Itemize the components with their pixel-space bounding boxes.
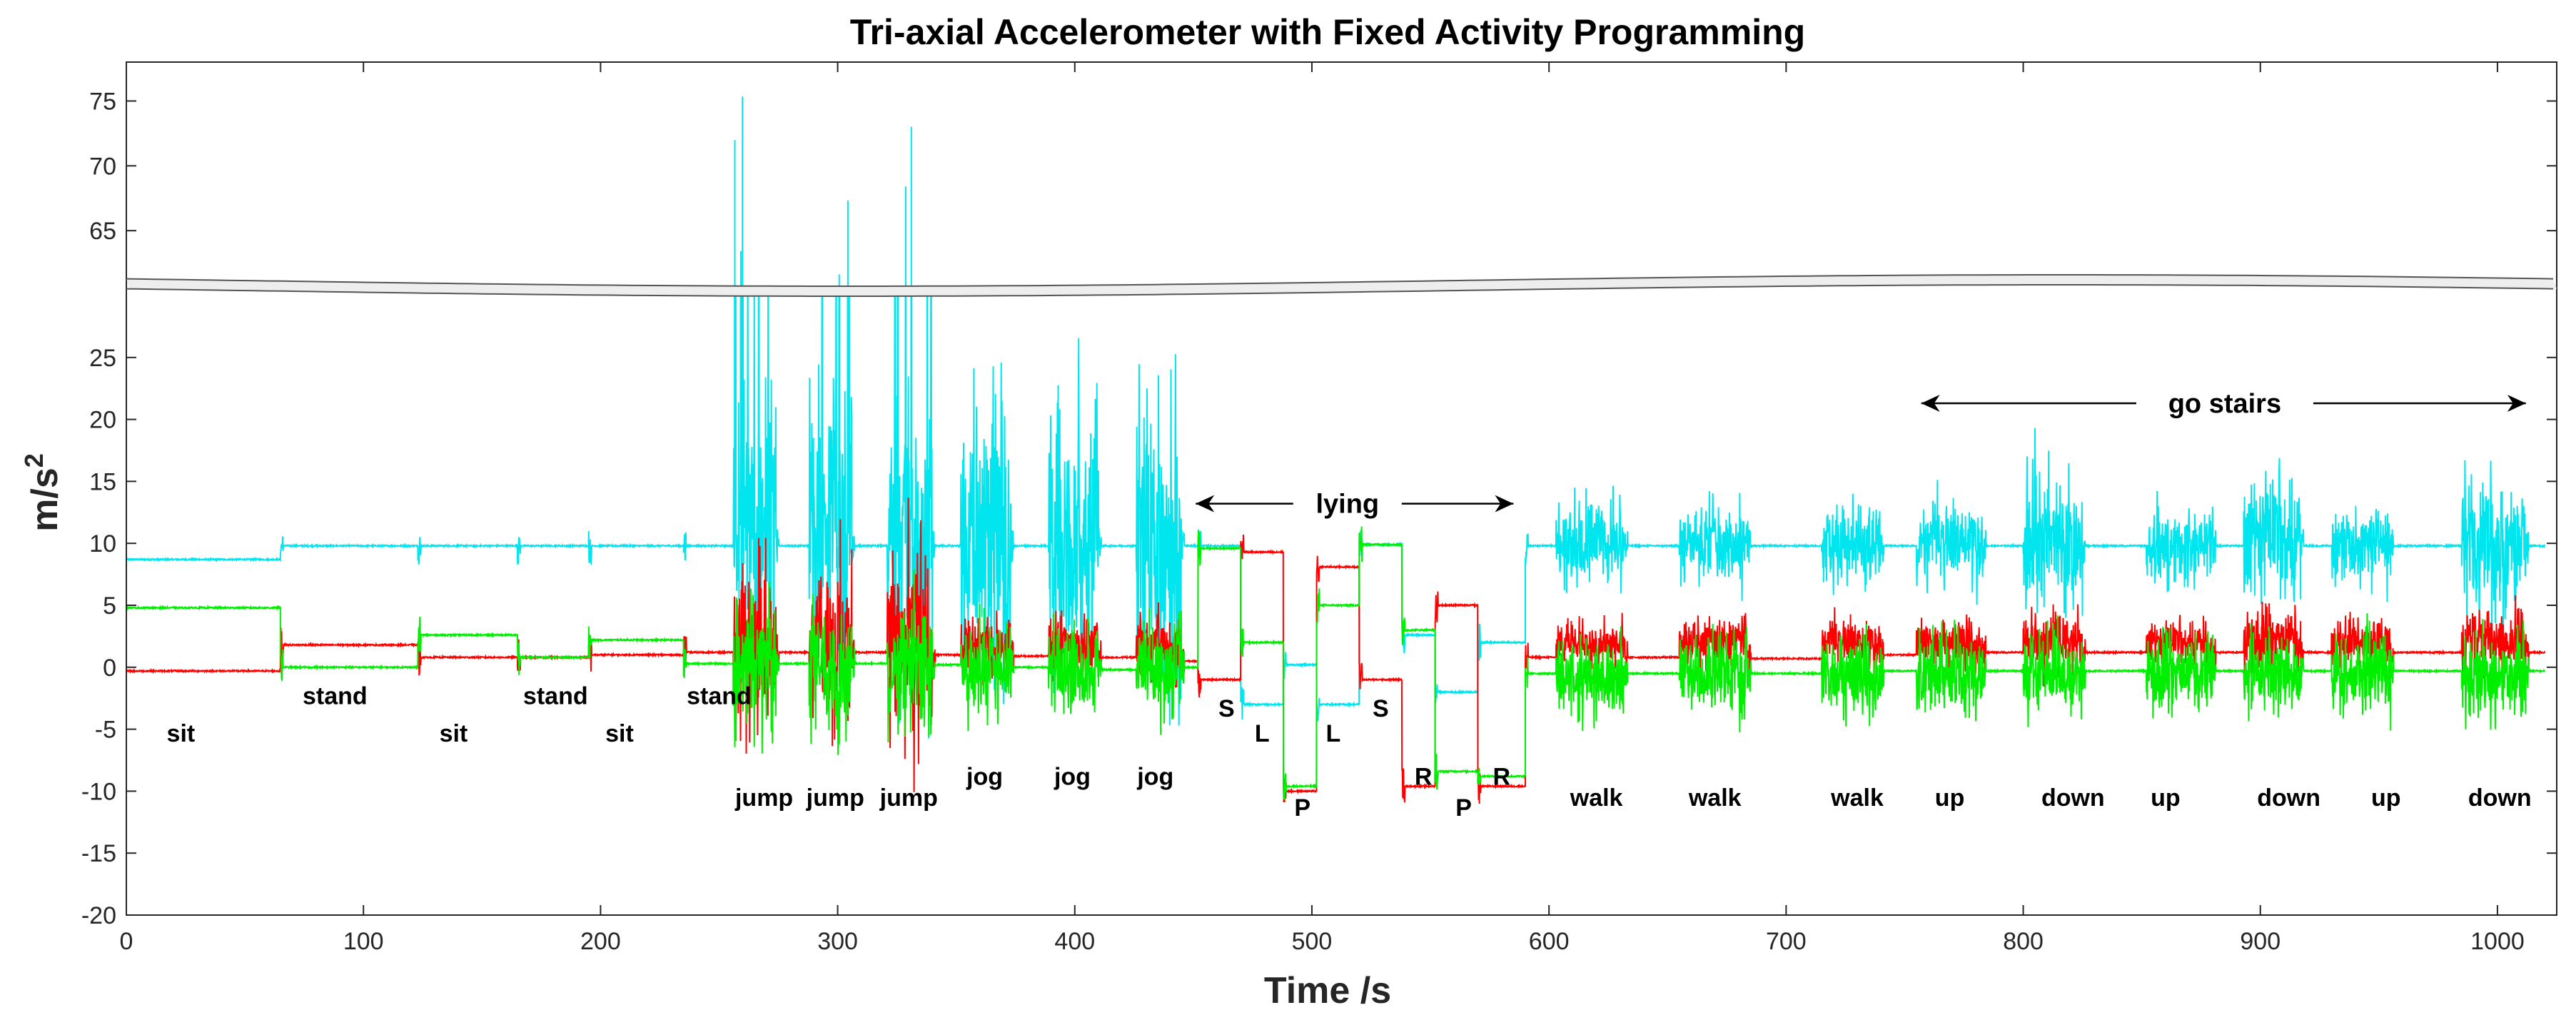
y-tick-label-upper: 70: [89, 153, 116, 180]
activity-label: walk: [1688, 784, 1742, 812]
y-axis-label-exponent: 2: [19, 453, 49, 468]
x-tick-label: 600: [1529, 928, 1570, 955]
x-tick-label: 500: [1292, 928, 1333, 955]
x-tick-label: 200: [580, 928, 621, 955]
activity-label: jog: [966, 764, 1003, 791]
y-tick-label: 10: [89, 530, 116, 557]
activity-label: L: [1255, 720, 1270, 747]
activity-label: jump: [806, 784, 864, 812]
activity-label: S: [1373, 695, 1389, 722]
annotation-label: lying: [1315, 490, 1379, 520]
axis-break: [126, 274, 2557, 297]
activity-label: jog: [1054, 764, 1091, 791]
activity-label: jog: [1136, 764, 1173, 791]
y-axis-label-base: m/s: [24, 468, 66, 532]
activity-label: sit: [605, 720, 634, 747]
lower-plot-area: [126, 296, 2546, 804]
y-tick-label: -15: [81, 840, 116, 867]
series-peaks-cyan-axis: [734, 96, 932, 296]
activity-label: stand: [523, 683, 588, 710]
activity-label: S: [1218, 695, 1235, 722]
activity-label: sit: [440, 720, 468, 747]
activity-label: stand: [687, 683, 752, 710]
x-tick-label: 300: [817, 928, 858, 955]
upper-plot-area: [734, 96, 932, 296]
axes-frame: [126, 61, 2557, 916]
activity-label: up: [2151, 784, 2181, 812]
activity-labels: sit stand sit stand sit stand jump jump jump jog j…: [167, 683, 2532, 822]
x-ticks: 0 100 200 300 400 500 600 700 800 900 1000: [120, 62, 2525, 955]
arrowhead-right-icon: [1495, 495, 1514, 512]
x-tick-label: 100: [343, 928, 384, 955]
activity-label: up: [2371, 784, 2401, 812]
activity-label: down: [2041, 784, 2105, 812]
y-tick-label: 25: [89, 345, 116, 372]
x-tick-label: 400: [1054, 928, 1095, 955]
axes: [126, 61, 2557, 916]
y-tick-label: 20: [89, 407, 116, 434]
y-tick-label-upper: 65: [89, 218, 116, 245]
y-tick-label-upper: 75: [89, 89, 116, 116]
arrowhead-left-icon: [1196, 495, 1215, 512]
x-tick-label: 1000: [2470, 928, 2525, 955]
annotation-label: go stairs: [2168, 389, 2281, 419]
x-tick-label: 900: [2240, 928, 2280, 955]
activity-label: down: [2468, 784, 2532, 812]
activity-label: P: [1455, 794, 1472, 822]
y-tick-label: -20: [81, 902, 116, 929]
activity-label: jump: [879, 784, 938, 812]
x-tick-label: 800: [2003, 928, 2044, 955]
activity-label: L: [1325, 720, 1340, 747]
y-tick-label: 0: [103, 655, 116, 682]
chart-title: Tri-axial Accelerometer with Fixed Activ…: [850, 12, 1805, 52]
arrowhead-left-icon: [1921, 395, 1940, 413]
activity-label: down: [2257, 784, 2320, 812]
activity-label: up: [1935, 784, 1965, 812]
activity-label: walk: [1570, 784, 1623, 812]
arrowhead-right-icon: [2507, 395, 2526, 413]
y-axis-label: m/s2: [19, 453, 66, 532]
activity-label: jump: [734, 784, 793, 812]
series-line-green-axis: [126, 526, 2546, 800]
series-line-cyan-axis: [126, 296, 2546, 739]
activity-label: R: [1492, 764, 1510, 791]
break-band: [126, 275, 2557, 296]
y-tick-label: 15: [89, 468, 116, 495]
x-axis-label: Time /s: [1264, 970, 1391, 1011]
activity-label: stand: [303, 683, 368, 710]
activity-label: sit: [167, 720, 196, 747]
x-tick-label: 700: [1766, 928, 1807, 955]
activity-label: P: [1294, 794, 1310, 822]
activity-label: R: [1415, 764, 1433, 791]
activity-label: walk: [1830, 784, 1884, 812]
break-line-top: [126, 274, 2554, 287]
y-tick-label: 5: [103, 592, 116, 620]
break-line-bottom: [126, 284, 2554, 297]
x-tick-label: 0: [120, 928, 133, 955]
y-tick-label: -10: [81, 778, 116, 805]
y-tick-label: -5: [95, 717, 116, 744]
annotations: lying go stairs: [1196, 389, 2526, 520]
y-ticks: -20 -15 -10 -5 0 5 10 15 20 25 65 70 75: [81, 89, 2557, 929]
